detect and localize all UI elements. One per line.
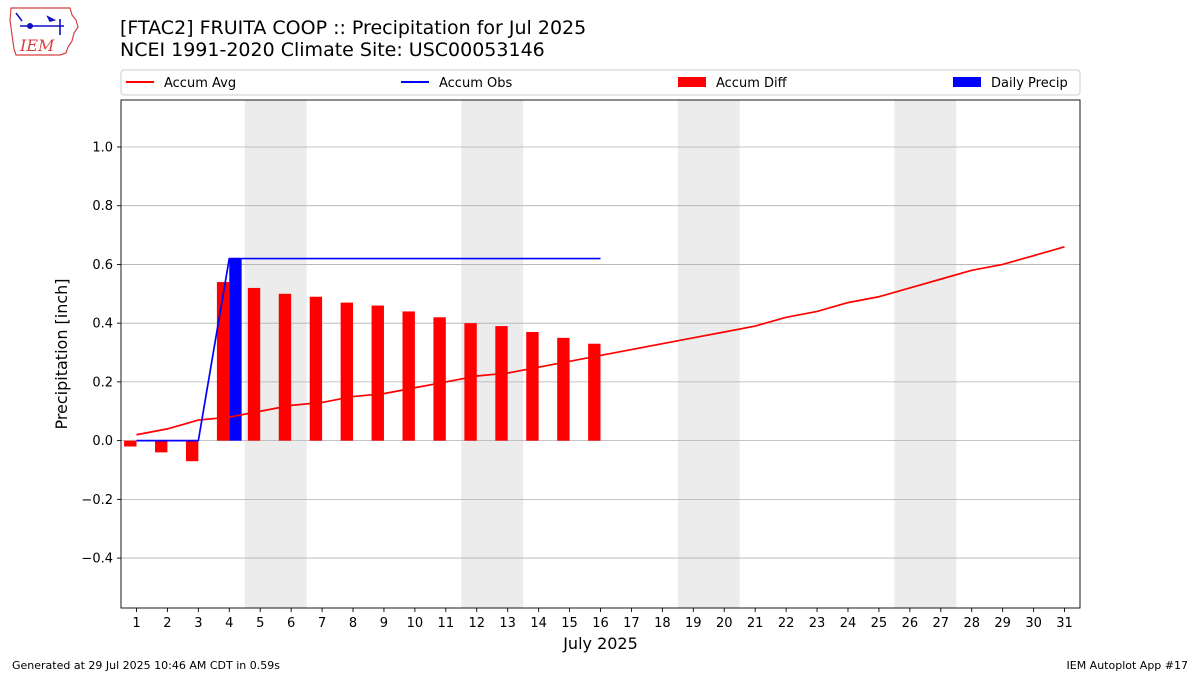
x-tick-label: 31 (1056, 616, 1073, 631)
x-tick-label: 21 (747, 616, 764, 631)
x-tick-label: 26 (902, 616, 919, 631)
y-tick-label: −0.2 (81, 493, 113, 508)
x-tick-label: 16 (592, 616, 609, 631)
x-tick-label: 15 (561, 616, 578, 631)
y-tick-label: 1.0 (92, 140, 113, 155)
x-tick-label: 23 (809, 616, 826, 631)
x-tick-label: 5 (256, 616, 264, 631)
weekend-shade (677, 100, 740, 608)
x-tick-label: 4 (225, 616, 233, 631)
legend-label: Accum Diff (716, 76, 788, 91)
y-tick-label: 0.6 (92, 258, 113, 273)
weekend-shade (894, 100, 957, 608)
x-tick-label: 7 (318, 616, 326, 631)
accum-diff-bar (588, 343, 601, 441)
x-tick-label: 13 (499, 616, 516, 631)
legend-label: Daily Precip (991, 76, 1068, 91)
x-tick-label: 14 (530, 616, 547, 631)
daily-precip-bar (229, 258, 242, 441)
x-tick-label: 11 (438, 616, 455, 631)
legend-label: Accum Avg (164, 76, 236, 91)
accum-diff-bar (155, 440, 168, 453)
accum-diff-bar (526, 331, 539, 441)
x-tick-label: 27 (933, 616, 950, 631)
accum-diff-bar (216, 282, 230, 441)
y-tick-label: 0.4 (92, 317, 113, 332)
legend-box (120, 69, 1081, 96)
y-tick-label: −0.4 (81, 552, 113, 567)
legend-swatch-bar (953, 77, 981, 87)
x-tick-label: 25 (871, 616, 888, 631)
iem-logo: IEM (9, 7, 79, 56)
x-tick-label: 22 (778, 616, 795, 631)
x-tick-label: 29 (994, 616, 1011, 631)
x-tick-label: 30 (1025, 616, 1042, 631)
x-tick-label: 18 (654, 616, 671, 631)
legend-swatch-bar (678, 77, 706, 87)
y-tick-label: 0.0 (92, 434, 113, 449)
x-tick-label: 3 (194, 616, 202, 631)
accum-diff-bar (247, 287, 261, 441)
logo-text: IEM (19, 36, 55, 55)
accum-diff-bar (495, 326, 508, 441)
y-axis-label: Precipitation [inch] (52, 278, 71, 429)
accum-diff-bar (402, 311, 415, 441)
accum-diff-bar (309, 296, 323, 441)
x-tick-label: 10 (407, 616, 424, 631)
x-tick-label: 6 (287, 616, 295, 631)
app-credit: IEM Autoplot App #17 (1066, 659, 1189, 672)
x-tick-label: 20 (716, 616, 733, 631)
generated-timestamp: Generated at 29 Jul 2025 10:46 AM CDT in… (12, 659, 280, 672)
accum-obs-line (136, 257, 601, 442)
x-tick-label: 1 (132, 616, 140, 631)
x-tick-label: 8 (349, 616, 357, 631)
x-tick-label: 9 (380, 616, 388, 631)
weather-station-icon (15, 12, 64, 35)
plot-content (121, 100, 1080, 608)
x-tick-label: 12 (468, 616, 485, 631)
accum-avg-line (136, 246, 1065, 436)
accum-diff-bar (278, 293, 292, 441)
x-tick-label: 2 (163, 616, 171, 631)
state-outline (9, 7, 79, 56)
chart-subtitle: NCEI 1991-2020 Climate Site: USC00053146 (120, 39, 545, 61)
accum-diff-bar (340, 302, 354, 441)
chart-title: [FTAC2] FRUITA COOP :: Precipitation for… (120, 17, 587, 39)
y-tick-label: 0.2 (92, 375, 113, 390)
accum-diff-bar (185, 440, 199, 462)
accum-diff-bar (557, 337, 570, 441)
legend-label: Accum Obs (439, 76, 512, 91)
x-tick-label: 24 (840, 616, 857, 631)
accum-diff-bar (124, 440, 137, 447)
accum-diff-bar (433, 317, 446, 441)
x-axis-label: July 2025 (562, 634, 638, 653)
accum-diff-bar (464, 323, 477, 441)
y-tick-label: 0.8 (92, 199, 113, 214)
accum-diff-bar (371, 305, 384, 441)
x-tick-label: 19 (685, 616, 702, 631)
x-tick-label: 28 (963, 616, 980, 631)
x-tick-label: 17 (623, 616, 640, 631)
